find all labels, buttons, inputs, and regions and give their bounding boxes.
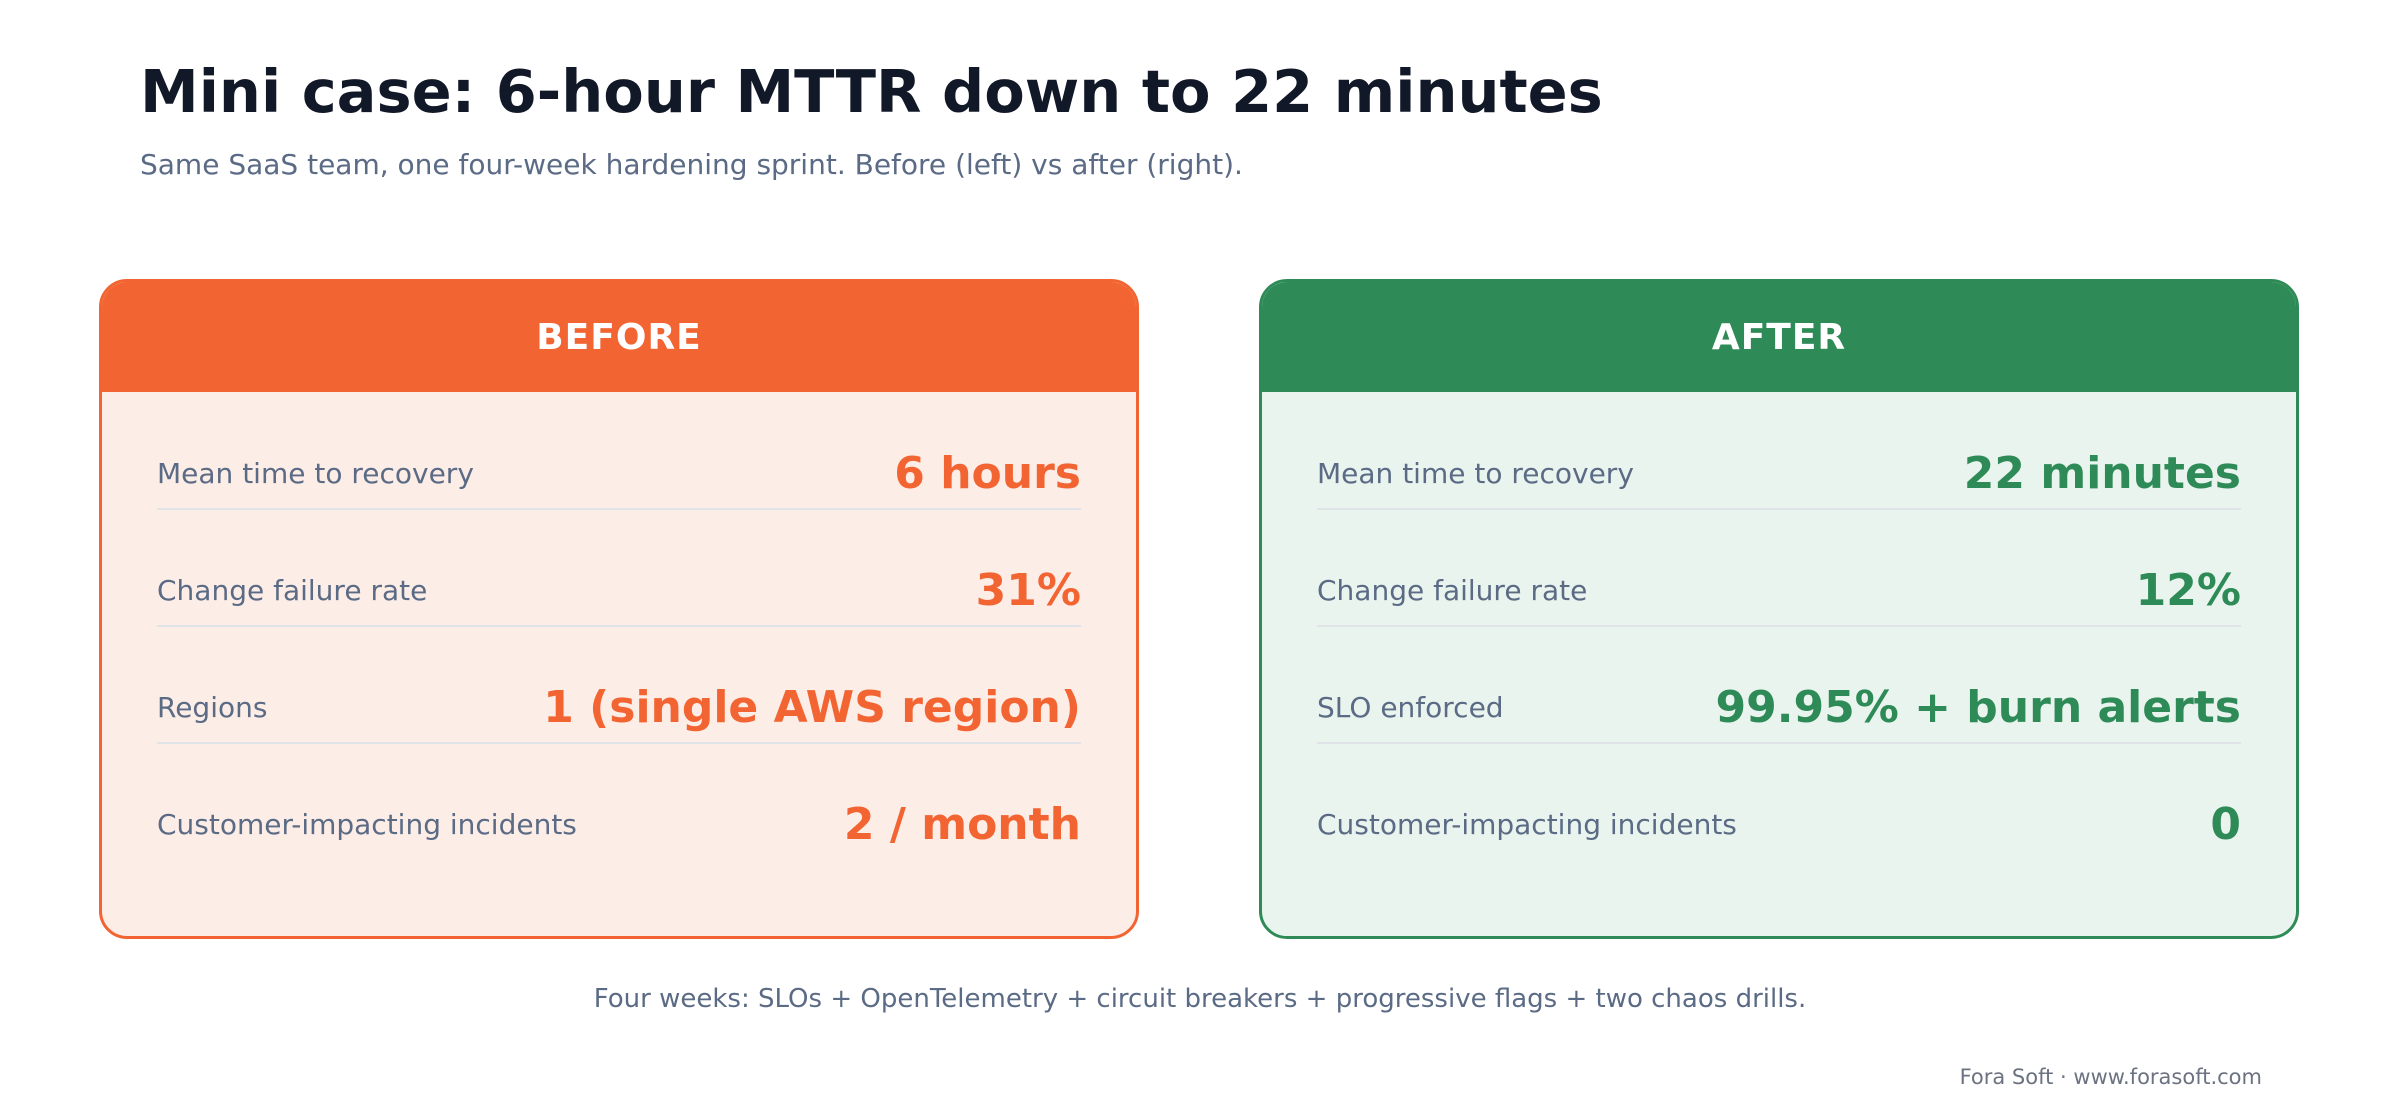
metric-label: Change failure rate xyxy=(1317,573,1588,607)
metric-label: Customer-impacting incidents xyxy=(1317,807,1737,841)
after-card-header: AFTER xyxy=(1262,282,2296,392)
page-subtitle: Same SaaS team, one four-week hardening … xyxy=(140,148,1243,181)
metric-value: 99.95% + burn alerts xyxy=(1715,681,2241,733)
metric-label: Mean time to recovery xyxy=(157,456,474,490)
after-row-incidents: Customer-impacting incidents 0 xyxy=(1317,766,2241,882)
metric-label: Customer-impacting incidents xyxy=(157,807,577,841)
page-title: Mini case: 6-hour MTTR down to 22 minute… xyxy=(140,57,1603,126)
footnote: Four weeks: SLOs + OpenTelemetry + circu… xyxy=(593,984,1807,1014)
before-card-header: BEFORE xyxy=(102,282,1136,392)
row-divider xyxy=(1317,742,2241,744)
row-divider xyxy=(1317,508,2241,510)
metric-value: 6 hours xyxy=(894,447,1081,499)
metric-value: 2 / month xyxy=(843,798,1081,850)
credit-line: Fora Soft · www.forasoft.com xyxy=(1959,1065,2262,1089)
before-row-change-failure-rate: Change failure rate 31% xyxy=(157,532,1081,648)
row-divider xyxy=(157,742,1081,744)
before-row-mttr: Mean time to recovery 6 hours xyxy=(157,415,1081,531)
metric-value: 0 xyxy=(2210,798,2241,850)
before-card: BEFORE Mean time to recovery 6 hours Cha… xyxy=(99,279,1139,939)
metric-value: 31% xyxy=(975,564,1081,616)
metric-label: Mean time to recovery xyxy=(1317,456,1634,490)
metric-value: 12% xyxy=(2135,564,2241,616)
metric-label: SLO enforced xyxy=(1317,690,1504,724)
after-row-slo: SLO enforced 99.95% + burn alerts xyxy=(1317,649,2241,765)
row-divider xyxy=(1317,625,2241,627)
after-row-change-failure-rate: Change failure rate 12% xyxy=(1317,532,2241,648)
row-divider xyxy=(157,625,1081,627)
after-card: AFTER Mean time to recovery 22 minutes C… xyxy=(1259,279,2299,939)
after-row-mttr: Mean time to recovery 22 minutes xyxy=(1317,415,2241,531)
metric-label: Regions xyxy=(157,690,268,724)
metric-value: 1 (single AWS region) xyxy=(543,681,1081,733)
row-divider xyxy=(157,508,1081,510)
before-row-regions: Regions 1 (single AWS region) xyxy=(157,649,1081,765)
metric-value: 22 minutes xyxy=(1963,447,2241,499)
metric-label: Change failure rate xyxy=(157,573,428,607)
before-row-incidents: Customer-impacting incidents 2 / month xyxy=(157,766,1081,882)
